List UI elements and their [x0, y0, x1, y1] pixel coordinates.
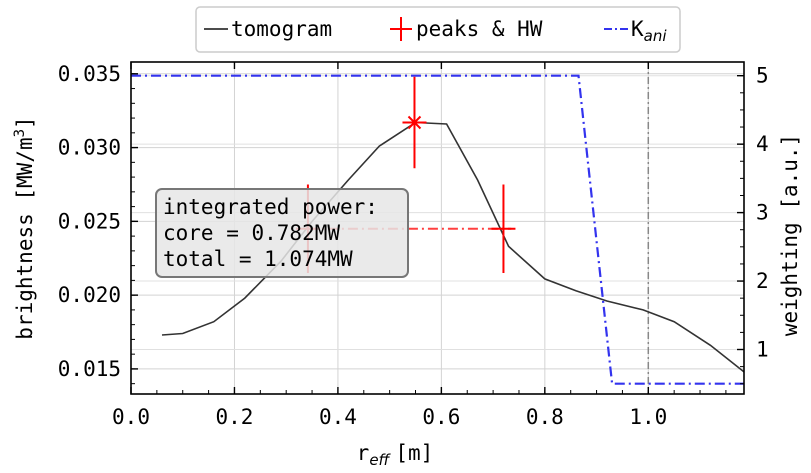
axes: 0.0 0.2 0.4 0.6 0.8 1.0 0.015 0.020 0.025 0.030 0.… — [58, 61, 769, 429]
legend-kani-label: Kani — [631, 17, 667, 45]
peak-star-marker — [407, 115, 422, 130]
legend-peaks-label: peaks & HW — [416, 17, 543, 41]
y-right-tick-label-2: 3 — [756, 201, 769, 225]
y-left-tick-label-4: 0.035 — [58, 62, 121, 86]
x-tick-label-0: 0.0 — [112, 405, 150, 429]
y-right-tick-label-0: 1 — [756, 338, 769, 362]
plot-frame — [130, 61, 745, 395]
x-axis-label: reff [m] — [357, 441, 434, 469]
y-right-axis-label: weighting [a.u.] — [778, 134, 802, 336]
legend-peaks-swatch — [390, 17, 412, 41]
annotation-box: integrated power: core = 0.782MW total =… — [155, 188, 409, 278]
x-tick-label-5: 1.0 — [629, 405, 667, 429]
annotation-background — [155, 188, 409, 278]
y-left-axis-label: brightness [MW/m3] — [12, 116, 37, 339]
y-right-tick-label-1: 2 — [756, 269, 769, 293]
y-right-tick-label-4: 5 — [756, 64, 769, 88]
y-left-tick-label-1: 0.020 — [58, 283, 121, 307]
y-right-tick-label-3: 4 — [756, 132, 769, 156]
y-left-tick-label-3: 0.030 — [58, 136, 121, 160]
annotation-line-3: total = 1.074MW — [163, 247, 353, 271]
legend-frame — [195, 6, 681, 53]
x-tick-label-2: 0.4 — [319, 405, 357, 429]
x-tick-label-1: 0.2 — [215, 405, 253, 429]
annotation-line-1: integrated power: — [163, 195, 378, 219]
annotation-line-2: core = 0.782MW — [163, 221, 340, 245]
series-k-ani-line — [131, 74, 744, 385]
legend-tomogram-label: tomogram — [231, 17, 332, 41]
y-left-tick-label-2: 0.025 — [58, 209, 121, 233]
legend: tomogram peaks & HW Kani — [195, 6, 681, 53]
y-left-tick-label-0: 0.015 — [58, 357, 121, 381]
x-tick-label-3: 0.6 — [422, 405, 460, 429]
series-tomogram-line — [161, 121, 745, 373]
x-tick-label-4: 0.8 — [526, 405, 564, 429]
